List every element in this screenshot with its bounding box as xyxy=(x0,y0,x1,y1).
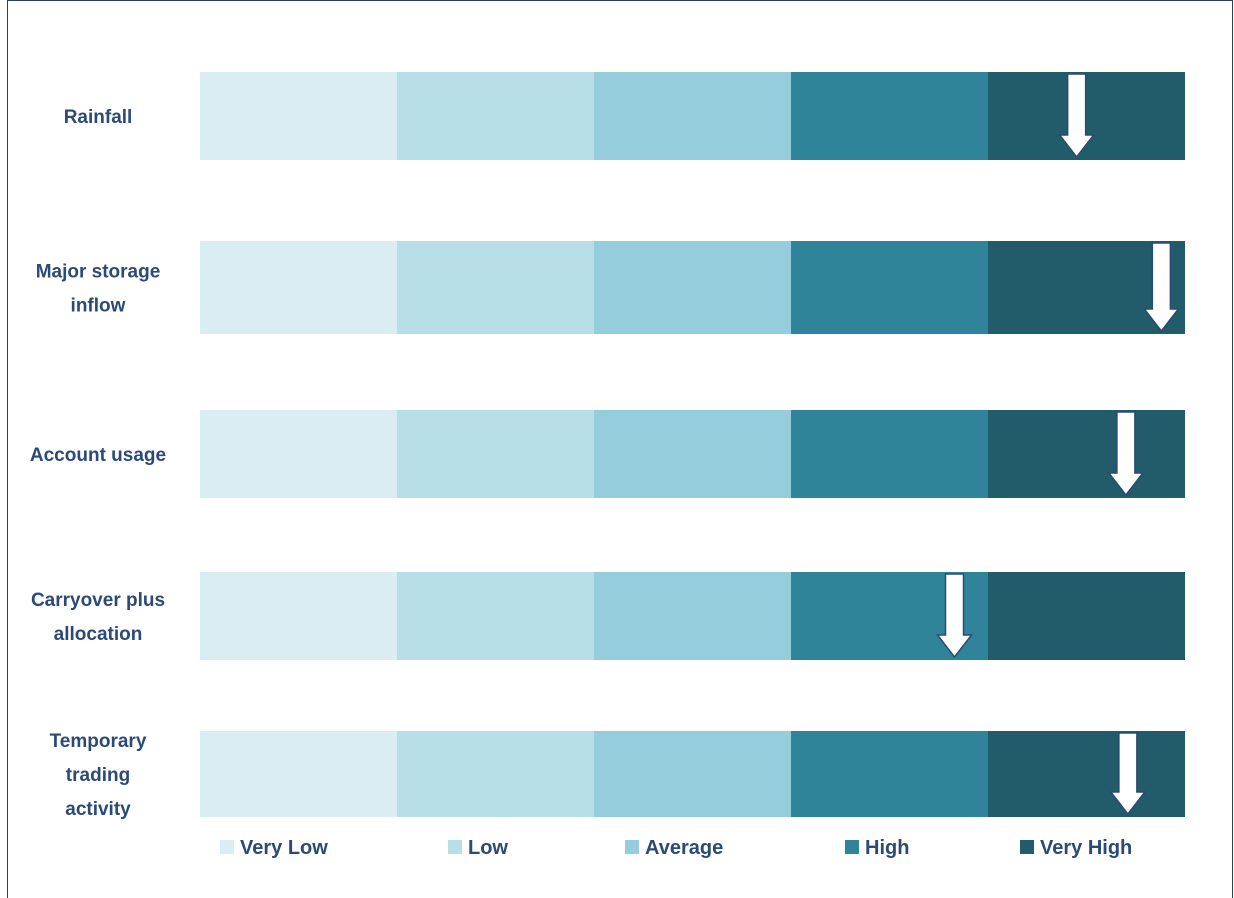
segment-high xyxy=(791,241,988,334)
segment-average xyxy=(594,241,791,334)
legend-item-low: Low xyxy=(448,837,508,859)
row-temporary-trading-activity: Temporary trading activity xyxy=(50,731,1185,820)
row-label-line: Account usage xyxy=(30,445,166,466)
segment-average xyxy=(594,731,791,817)
segment-very-high xyxy=(988,731,1185,817)
legend-swatch xyxy=(1020,840,1034,854)
segment-low xyxy=(397,410,594,498)
row-label: Major storage inflow xyxy=(36,262,161,317)
indicator-arrow-icon xyxy=(1058,73,1096,159)
row-rainfall: Rainfall xyxy=(64,72,1185,160)
indicator-arrow-icon xyxy=(935,573,974,659)
legend-swatch xyxy=(625,840,639,854)
row-label-line: Carryover plus xyxy=(31,590,165,611)
segment-average xyxy=(594,410,791,498)
segment-very-high xyxy=(988,410,1185,498)
row-account-usage: Account usage xyxy=(30,410,1185,498)
segment-very-low xyxy=(200,72,397,160)
segment-high xyxy=(791,72,988,160)
row-label: Account usage xyxy=(30,445,166,466)
chart-legend: Very Low Low Average High Very High xyxy=(220,837,1132,859)
segment-low xyxy=(397,72,594,160)
segment-very-high xyxy=(988,72,1185,160)
segment-very-low xyxy=(200,731,397,817)
indicator-arrow-icon xyxy=(1109,732,1147,816)
row-label-line: Rainfall xyxy=(64,107,133,128)
row-major-storage-inflow: Major storage inflow xyxy=(36,241,1185,334)
legend-item-very-low: Very Low xyxy=(220,837,328,859)
segment-low xyxy=(397,731,594,817)
legend-label: Average xyxy=(645,837,723,859)
segment-very-low xyxy=(200,572,397,660)
row-label: Rainfall xyxy=(64,107,133,128)
row-label-line: Major storage xyxy=(36,262,161,283)
segment-low xyxy=(397,241,594,334)
row-label-line: inflow xyxy=(71,296,126,317)
legend-item-very-high: Very High xyxy=(1020,837,1132,859)
row-label-line: trading xyxy=(66,765,130,786)
row-label: Carryover plus allocation xyxy=(31,590,165,645)
row-label-line: allocation xyxy=(54,624,143,645)
legend-swatch xyxy=(220,840,234,854)
segment-very-low xyxy=(200,241,397,334)
indicator-arrow-icon xyxy=(1107,411,1145,497)
legend-label: Very High xyxy=(1040,837,1132,859)
legend-label: Very Low xyxy=(240,837,328,859)
legend-swatch xyxy=(845,840,859,854)
chart-rows: Rainfall Major storage inflow Account usage… xyxy=(30,72,1185,820)
legend-swatch xyxy=(448,840,462,854)
segment-high xyxy=(791,731,988,817)
segment-very-low xyxy=(200,410,397,498)
legend-label: High xyxy=(865,837,909,859)
legend-item-high: High xyxy=(845,837,909,859)
segment-low xyxy=(397,572,594,660)
row-label: Temporary trading activity xyxy=(50,731,147,820)
legend-label: Low xyxy=(468,837,508,859)
segment-average xyxy=(594,72,791,160)
segment-average xyxy=(594,572,791,660)
segment-high xyxy=(791,410,988,498)
segment-very-high xyxy=(988,572,1185,660)
row-label-line: activity xyxy=(65,799,131,820)
legend-item-average: Average xyxy=(625,837,723,859)
row-label-line: Temporary xyxy=(50,731,147,752)
indicator-arrow-icon xyxy=(1142,242,1180,333)
row-carryover-plus-allocation: Carryover plus allocation xyxy=(31,572,1185,660)
